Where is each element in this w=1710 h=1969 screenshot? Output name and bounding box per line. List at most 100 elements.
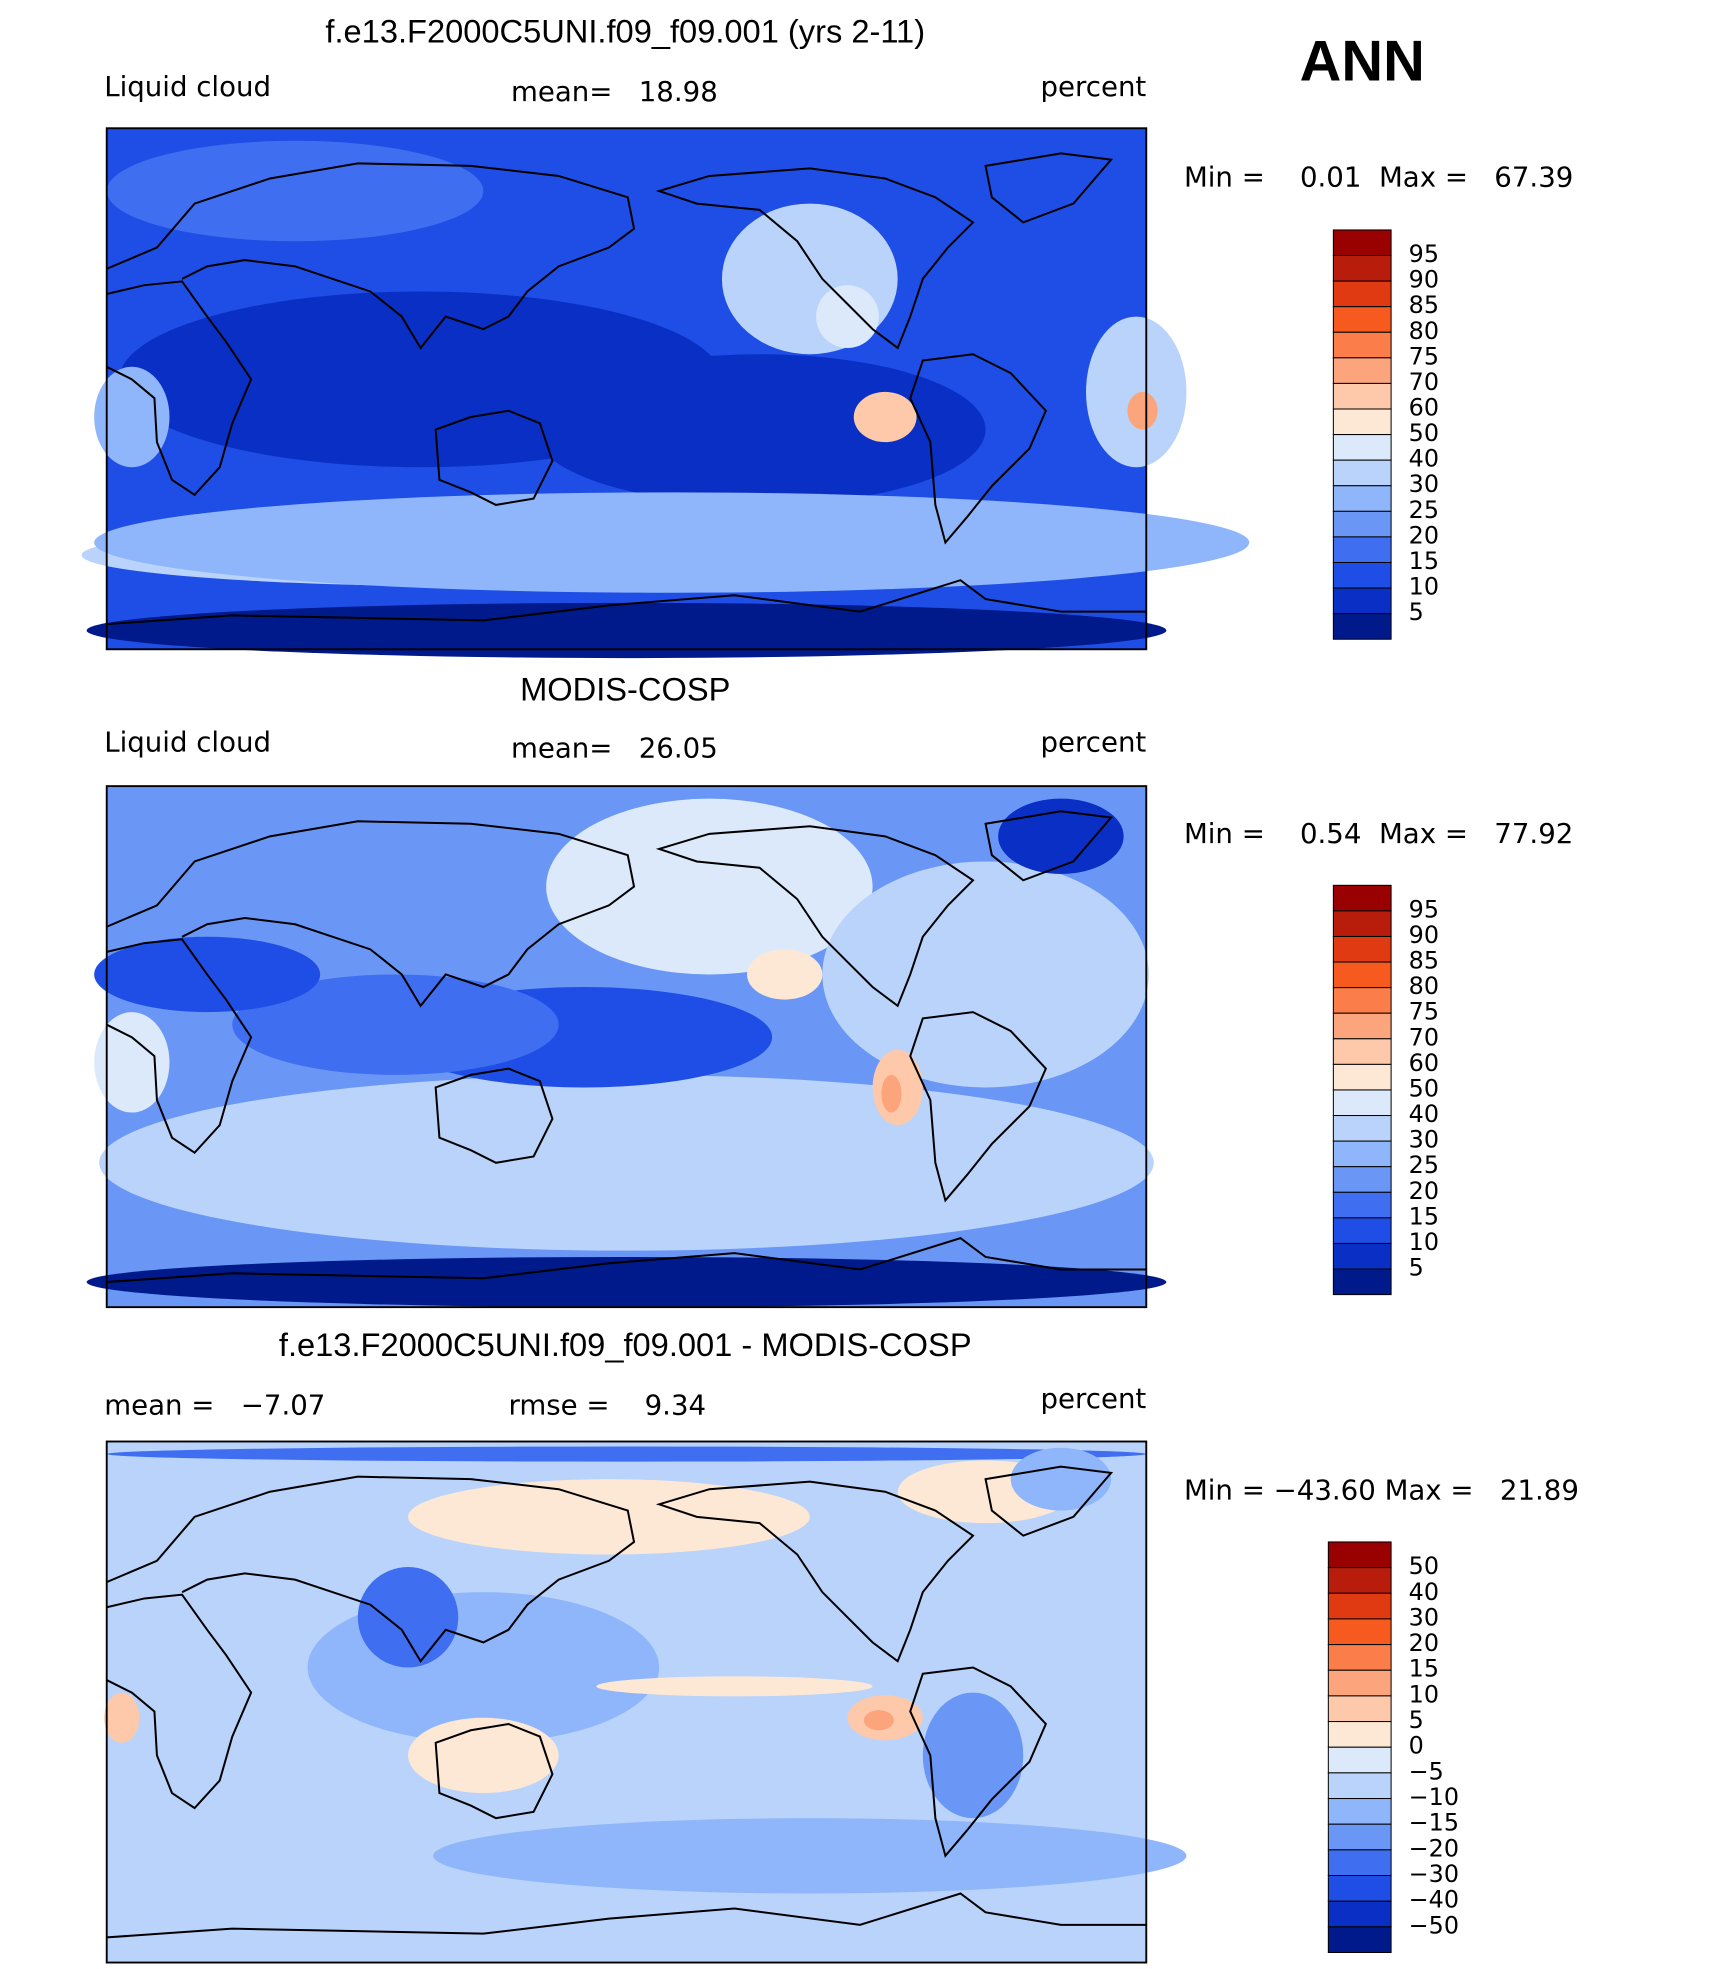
colorbar-box (1327, 1695, 1392, 1723)
colorbar-label: 5 (1409, 1706, 1424, 1734)
colorbar-box (1332, 485, 1392, 512)
panel-title: f.e13.F2000C5UNI.f09_f09.001 (yrs 2-11) (325, 13, 925, 50)
right-label: percent (1041, 70, 1147, 103)
colorbar-label: 5 (1409, 1254, 1424, 1282)
colorbar-box (1327, 1592, 1392, 1620)
colorbar-label: 20 (1409, 1177, 1439, 1205)
colorbar-label: 90 (1409, 921, 1439, 949)
colorbar-box (1332, 1217, 1392, 1244)
contour-region (357, 1567, 459, 1668)
colorbar-box (1327, 1541, 1392, 1569)
colorbar-label: 20 (1409, 521, 1439, 549)
colorbar-box (1332, 587, 1392, 615)
colorbar-label: 30 (1409, 1126, 1439, 1154)
colorbar-label: 15 (1409, 1655, 1439, 1683)
contour-region (232, 974, 559, 1075)
colorbar-label: 0 (1409, 1732, 1424, 1760)
colorbar-box (1327, 1644, 1392, 1671)
contour-region (1086, 316, 1187, 468)
map (86, 785, 1167, 1309)
contour-region (433, 1818, 1187, 1894)
contour-region (922, 1692, 1024, 1819)
colorbar-box (1327, 1926, 1392, 1953)
colorbar-label: 70 (1409, 368, 1439, 396)
colorbar-label: −40 (1409, 1886, 1459, 1914)
colorbar-box (1332, 935, 1392, 963)
colorbar-label: 25 (1409, 496, 1439, 524)
center-label: mean= 18.98 (511, 75, 718, 108)
colorbar-label: 50 (1409, 419, 1439, 447)
colorbar-label: −10 (1409, 1783, 1459, 1811)
colorbar-label: 85 (1409, 291, 1439, 319)
colorbar-box (1332, 1038, 1392, 1065)
colorbar-label: 60 (1409, 394, 1439, 422)
left-label: Liquid cloud (104, 725, 271, 758)
colorbar-box (1332, 229, 1392, 257)
colorbar-box (1327, 1721, 1392, 1748)
contour-region (998, 798, 1124, 875)
colorbar-box (1327, 1875, 1392, 1902)
season-label: ANN (1300, 30, 1425, 94)
contour-region (863, 1710, 894, 1731)
colorbar-box (1327, 1567, 1392, 1594)
colorbar-box (1332, 1166, 1392, 1193)
contour-region (596, 1676, 873, 1697)
contour-region (747, 949, 823, 1000)
contour-region (94, 492, 1250, 593)
colorbar-label: 95 (1409, 895, 1439, 923)
colorbar-label: 90 (1409, 266, 1439, 294)
min-max: Min = 0.01 Max = 67.39 (1184, 160, 1573, 193)
contour-region (1127, 391, 1158, 430)
colorbar-label: −15 (1409, 1809, 1459, 1837)
colorbar-box (1332, 1012, 1392, 1040)
colorbar-box (1332, 910, 1392, 937)
contour-region (853, 391, 917, 443)
colorbar-label: −50 (1409, 1911, 1459, 1939)
colorbar-box (1327, 1772, 1392, 1800)
map-frame (105, 1440, 1148, 1964)
map-frame (105, 127, 1148, 651)
left-label: Liquid cloud (104, 70, 271, 103)
colorbar-box (1332, 357, 1392, 384)
colorbar-label: 40 (1409, 445, 1439, 473)
colorbar-label: 75 (1409, 998, 1439, 1026)
colorbar-box (1332, 1268, 1392, 1296)
colorbar-box (1327, 1746, 1392, 1774)
colorbar-box (1332, 434, 1392, 461)
colorbar-box (1332, 536, 1392, 563)
contour-region (106, 1446, 1147, 1462)
contour-region (822, 861, 1149, 1088)
colorbar-label: 20 (1409, 1629, 1439, 1657)
colorbar-label: −30 (1409, 1860, 1459, 1888)
contour-region (86, 1256, 1167, 1308)
colorbar-box (1327, 1823, 1392, 1851)
colorbar-box (1332, 408, 1392, 436)
contour-region (106, 140, 484, 242)
colorbar-label: −5 (1409, 1757, 1444, 1785)
min-max: Min = 0.54 Max = 77.92 (1184, 817, 1573, 850)
contour-region (1010, 1447, 1112, 1511)
colorbar-label: 80 (1409, 972, 1439, 1000)
colorbar-label: 70 (1409, 1023, 1439, 1051)
colorbar-label: 50 (1409, 1552, 1439, 1580)
contour-region (546, 798, 873, 975)
contour-region (408, 1479, 810, 1555)
colorbar-box (1332, 561, 1392, 589)
colorbar-box (1332, 1089, 1392, 1117)
right-label: percent (1041, 1382, 1147, 1415)
center-label: rmse = 9.34 (508, 1388, 706, 1421)
colorbar-label: 15 (1409, 1202, 1439, 1230)
colorbar-label: 50 (1409, 1074, 1439, 1102)
colorbar-box (1327, 1798, 1392, 1825)
map-frame (105, 785, 1148, 1309)
contour-region (94, 1012, 170, 1113)
colorbar-box (1332, 382, 1392, 410)
colorbar-box (1332, 331, 1392, 359)
colorbar-label: 10 (1409, 573, 1439, 601)
colorbar-box (1332, 459, 1392, 487)
contour-region (99, 1074, 1154, 1251)
contour-region (104, 1692, 140, 1743)
panel-title: f.e13.F2000C5UNI.f09_f09.001 - MODIS-COS… (279, 1326, 972, 1363)
